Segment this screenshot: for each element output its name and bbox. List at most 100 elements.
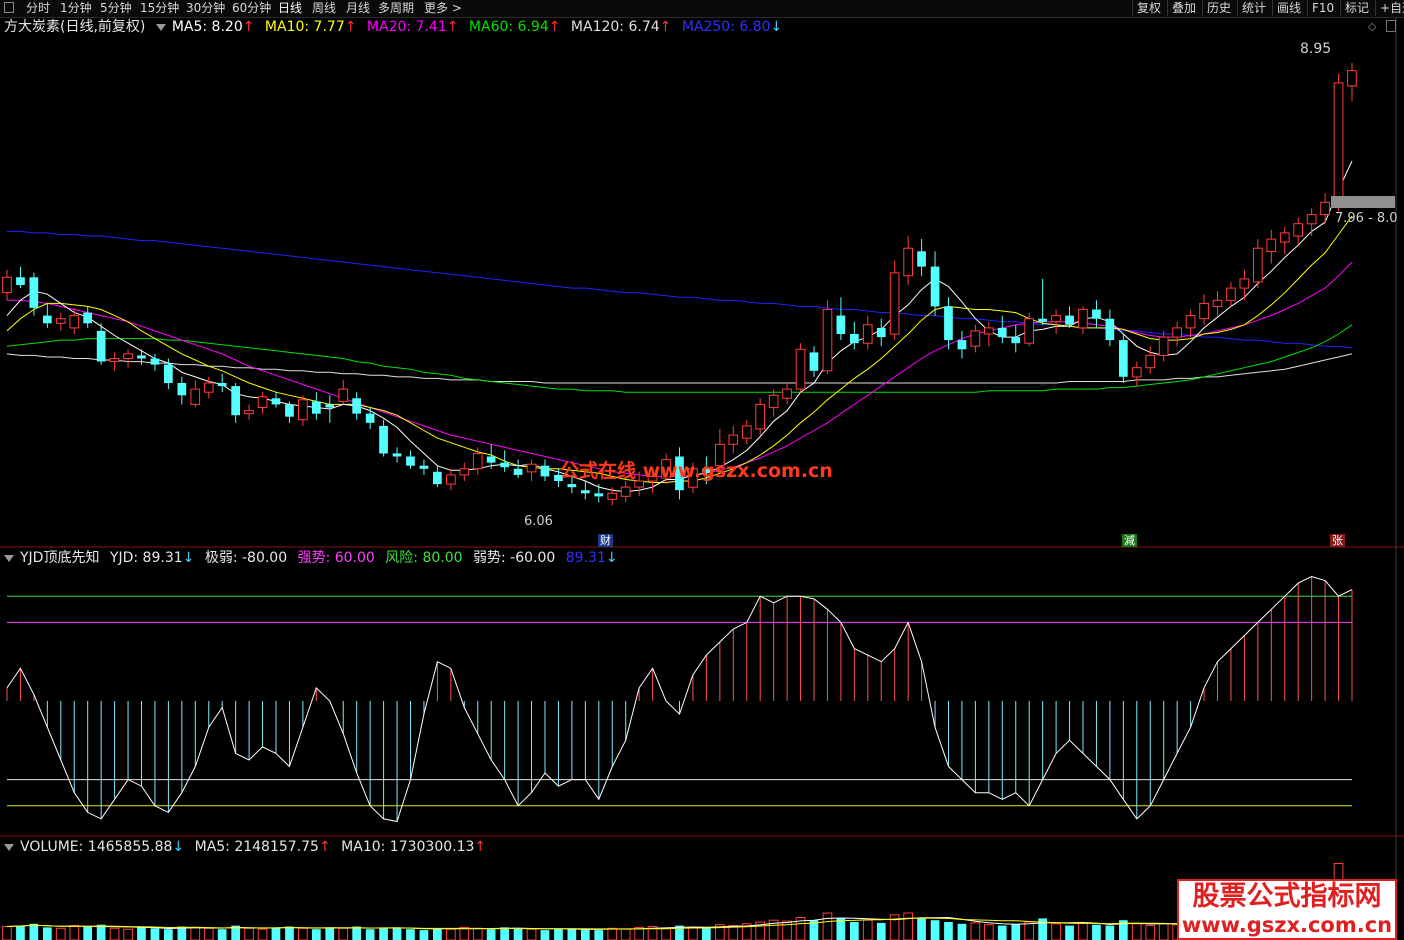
up-arrow-icon: ↑: [659, 19, 672, 35]
main-legend: 方大炭素(日线,前复权) MA5: 8.20↑ MA10: 7.77↑ MA20…: [4, 18, 788, 36]
panel-toggle-icon[interactable]: [4, 2, 14, 13]
volume-bar-down: [352, 926, 361, 940]
candle-body-down: [850, 334, 859, 344]
candle-body-up: [715, 443, 725, 467]
tab-weekly[interactable]: 周线: [312, 1, 337, 15]
candle-body-up: [768, 394, 779, 409]
ma10-label: MA10: 7.77: [264, 19, 345, 35]
tab-daily[interactable]: 日线: [278, 1, 303, 15]
watermark-corner: 股票公式指标网 www.gszx.com.cn: [1177, 879, 1397, 940]
ma5-line: [6, 160, 1353, 493]
candle-body-up: [472, 452, 483, 470]
volume-bar-down: [554, 929, 563, 940]
volume-bar-up: [634, 926, 644, 940]
candle-body-down: [433, 471, 442, 485]
candle-body-up: [620, 486, 631, 497]
volume-bar-down: [164, 929, 173, 940]
candle-body-down: [594, 493, 604, 497]
candle-body-up: [1212, 299, 1223, 307]
candle-body-up: [446, 474, 456, 485]
candle-body-up: [459, 468, 470, 476]
volume-bar-up: [661, 927, 671, 940]
candle-body-down: [150, 358, 160, 365]
up-arrow-icon: ↑: [344, 19, 357, 35]
volume-bar-up: [257, 928, 268, 940]
tab-monthly[interactable]: 月线: [346, 1, 371, 15]
button-zixuan[interactable]: +自选: [1375, 0, 1404, 16]
candle-body-down: [325, 404, 335, 408]
fengxian-value: 风险: 80.00: [385, 550, 463, 566]
candle-body-down: [29, 277, 39, 308]
candle-body-down: [809, 352, 819, 371]
volume-bar-up: [69, 925, 80, 940]
tab-15min[interactable]: 15分钟: [140, 1, 180, 15]
price-range-box: [1331, 196, 1395, 208]
event-tag-cai[interactable]: 财: [598, 534, 613, 547]
candle-body-up: [822, 309, 833, 372]
yjd-value: YJD: 89.31: [109, 550, 183, 566]
candle-body-up: [795, 348, 806, 390]
volume-ma10: MA10: 1730300.13: [341, 839, 475, 855]
candle-body-down: [1092, 309, 1101, 319]
tab-multi-period[interactable]: 多周期: [378, 1, 415, 15]
candle-body-up: [607, 492, 618, 500]
event-tag-zhang[interactable]: 张: [1330, 534, 1345, 547]
button-tongji[interactable]: 统计: [1237, 0, 1270, 16]
scroll-handle-icon[interactable]: [1386, 20, 1396, 32]
ma250-line: [7, 230, 1353, 349]
candle-body-up: [634, 480, 644, 488]
button-biaoji[interactable]: 标记: [1340, 0, 1373, 16]
volume-bar-down: [500, 927, 509, 940]
volume-bar-up: [620, 928, 631, 940]
tab-30min[interactable]: 30分钟: [186, 1, 226, 15]
candle-body-down: [312, 401, 321, 414]
volume-bar-up: [647, 926, 658, 940]
volume-bar-down: [957, 923, 967, 940]
button-diejia[interactable]: 叠加: [1167, 0, 1200, 16]
tab-5min[interactable]: 5分钟: [100, 1, 132, 15]
tab-1min[interactable]: 1分钟: [60, 1, 92, 15]
button-fuquan[interactable]: 复权: [1132, 0, 1165, 16]
button-lishi[interactable]: 历史: [1202, 0, 1235, 16]
volume-bar-down: [836, 918, 846, 940]
jiruo-value: 极弱: -80.00: [204, 550, 288, 566]
ma20-label: MA20: 7.41: [366, 19, 447, 35]
candle-body-up: [298, 399, 308, 421]
button-huaxian[interactable]: 画线: [1272, 0, 1305, 16]
candle-body-down: [675, 456, 684, 491]
diamond-icon[interactable]: ◇: [1368, 20, 1377, 33]
indicator-name[interactable]: YJD顶底先知: [20, 550, 100, 566]
volume-bar-down: [930, 920, 940, 940]
event-tag-jian[interactable]: 減: [1122, 534, 1137, 547]
candle-body-down: [406, 456, 415, 466]
extra-value: 89.31: [565, 550, 606, 566]
tab-60min[interactable]: 60分钟: [232, 1, 272, 15]
candle-body-down: [43, 315, 52, 324]
down-arrow-icon: ↓: [770, 19, 783, 35]
ruoshi-value: 弱势: -60.00: [473, 550, 556, 566]
candle-body-up: [688, 468, 698, 488]
ma120-label: MA120: 6.74: [570, 19, 660, 35]
legend-collapse-icon[interactable]: [4, 554, 14, 562]
volume-bar-down: [433, 928, 442, 940]
legend-collapse-icon[interactable]: [155, 23, 166, 31]
candle-body-up: [1158, 336, 1169, 357]
candle-body-up: [123, 353, 133, 359]
tab-fenshi[interactable]: 分时: [26, 1, 51, 15]
volume-bar-down: [1065, 925, 1074, 940]
ma250-label: MA250: 6.80: [681, 19, 771, 35]
down-arrow-icon: ↓: [172, 839, 185, 855]
volume-bar-up: [244, 927, 254, 940]
volume-bar-up: [526, 928, 537, 940]
volume-bar-up: [755, 921, 765, 940]
volume-bar-down: [917, 917, 926, 940]
watermark-corner-url: www.gszx.com.cn: [1181, 913, 1393, 937]
volume-bar-down: [406, 929, 415, 940]
candle-body-up: [257, 396, 268, 408]
button-f10[interactable]: F10: [1307, 0, 1338, 16]
tab-more[interactable]: 更多 >: [424, 1, 462, 15]
stock-name[interactable]: 方大炭素: [4, 19, 60, 35]
volume-bar-up: [768, 919, 779, 940]
legend-collapse-icon[interactable]: [4, 843, 14, 851]
period-toolbar: 分时 1分钟 5分钟 15分钟 30分钟 60分钟 日线 周线 月线 多周期 更…: [0, 0, 1404, 18]
